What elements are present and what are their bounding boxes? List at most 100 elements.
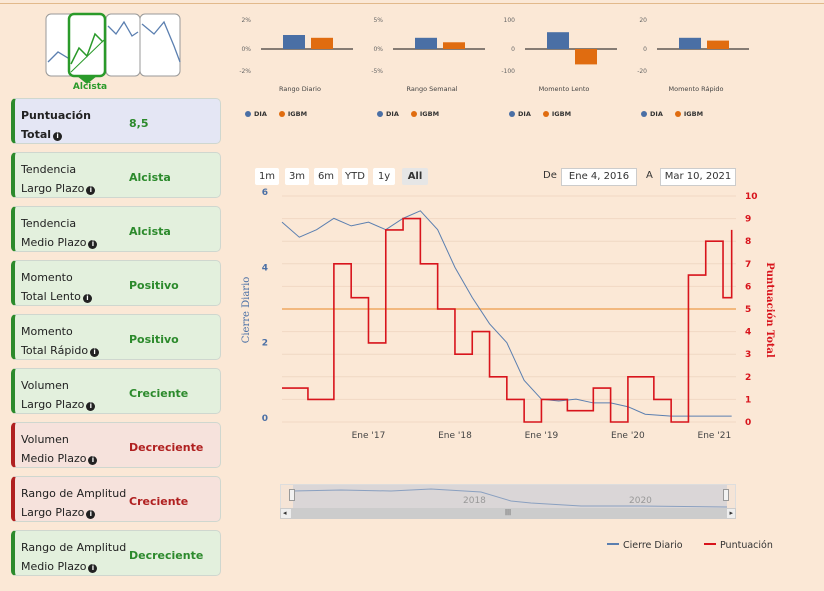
info-icon[interactable]: i xyxy=(86,186,96,195)
range-button[interactable]: 6m xyxy=(314,168,338,185)
mini-bar-igbm[interactable] xyxy=(575,49,597,65)
indicator-card[interactable]: Rango de Amplitud Largo Plazo i Creciente xyxy=(11,476,221,522)
y-right-tick: 4 xyxy=(745,328,751,338)
y-right-tick: 2 xyxy=(745,373,751,383)
info-icon[interactable]: i xyxy=(88,456,98,465)
legend-dot-dia xyxy=(641,111,647,117)
legend-dia[interactable]: DIA xyxy=(650,110,663,118)
range-button[interactable]: 1y xyxy=(373,168,395,185)
card-value: Creciente xyxy=(129,387,189,400)
legend-dot-igbm xyxy=(410,111,417,117)
mini-bar-igbm[interactable] xyxy=(443,42,465,49)
mini-legend[interactable]: DIA IGBM xyxy=(377,110,439,118)
card-label: Rango de Amplitud Medio Plazo i xyxy=(21,538,126,576)
card-label-line1: Tendencia xyxy=(21,163,77,176)
card-label-line1: Tendencia xyxy=(21,217,77,230)
navigator-handle-left[interactable] xyxy=(289,489,295,501)
card-label-line1: Rango de Amplitud xyxy=(21,487,127,500)
mini-tick: 0 xyxy=(643,46,647,53)
legend-dot-dia xyxy=(377,111,383,117)
y-left-tick: 0 xyxy=(262,414,268,424)
series-puntuacion[interactable] xyxy=(282,217,733,423)
card-label-line1: Puntuación xyxy=(21,109,91,122)
mini-bar-igbm[interactable] xyxy=(311,37,333,49)
card-value: Alcista xyxy=(129,225,171,238)
navigator-scrollbar[interactable]: ◂ ▸ ||| xyxy=(280,508,736,519)
legend-igbm[interactable]: IGBM xyxy=(683,110,704,118)
indicator-card[interactable]: Tendencia Medio Plazo i Alcista xyxy=(11,206,221,252)
card-label-line1: Volumen xyxy=(21,379,69,392)
mini-tick: 20 xyxy=(639,17,647,24)
legend-dot-igbm xyxy=(542,111,549,117)
mini-tick: 0% xyxy=(241,46,251,53)
mini-chart: 20 0 -20 Momento Rápido DIA IGBM xyxy=(631,14,751,124)
date-to-input[interactable]: Mar 10, 2021 xyxy=(660,168,736,186)
legend-dot-igbm xyxy=(278,111,285,117)
y-right-tick: 5 xyxy=(745,305,751,315)
legend-puntuacion[interactable]: Puntuación xyxy=(704,540,773,551)
legend-dia[interactable]: DIA xyxy=(386,110,399,118)
scrollbar-thumb[interactable] xyxy=(291,509,727,518)
mini-bars xyxy=(393,37,485,50)
indicator-card[interactable]: Tendencia Largo Plazo i Alcista xyxy=(11,152,221,198)
legend-dia[interactable]: DIA xyxy=(518,110,531,118)
range-button[interactable]: 3m xyxy=(285,168,309,185)
mini-bar-dia[interactable] xyxy=(679,37,701,49)
indicator-card[interactable]: Momento Total Lento i Positivo xyxy=(11,260,221,306)
info-icon[interactable]: i xyxy=(86,402,96,411)
mini-xlabel: Rango Diario xyxy=(279,85,321,93)
navigator-handle-right[interactable] xyxy=(723,489,729,501)
y-right-tick: 1 xyxy=(745,395,751,405)
y-left-tick: 2 xyxy=(262,339,268,349)
legend-igbm[interactable]: IGBM xyxy=(419,110,440,118)
card-label-line2: Medio Plazo xyxy=(21,560,87,573)
card-value: Creciente xyxy=(129,495,189,508)
date-from-label: De xyxy=(543,170,557,181)
legend-igbm[interactable]: IGBM xyxy=(287,110,308,118)
top-divider xyxy=(0,3,824,4)
navigator-series xyxy=(292,488,728,508)
info-icon[interactable]: i xyxy=(53,132,63,141)
mini-tick: -100 xyxy=(501,68,515,75)
card-label: Tendencia Largo Plazo i xyxy=(21,160,96,198)
indicator-card[interactable]: Volumen Medio Plazo i Decreciente xyxy=(11,422,221,468)
navigator[interactable]: 2018 2020 xyxy=(280,484,736,510)
range-button[interactable]: All xyxy=(402,168,428,185)
legend-cierre[interactable]: Cierre Diario xyxy=(607,540,683,551)
range-button[interactable]: 1m xyxy=(255,168,279,185)
card-label-line1: Momento xyxy=(21,325,73,338)
mini-legend[interactable]: DIA IGBM xyxy=(245,110,307,118)
x-tick: Ene '21 xyxy=(698,431,732,441)
card-value: Positivo xyxy=(129,333,179,346)
y-right-tick: 9 xyxy=(745,215,751,225)
indicator-card[interactable]: Momento Total Rápido i Positivo xyxy=(11,314,221,360)
y-left-tick: 6 xyxy=(262,188,268,198)
range-button[interactable]: YTD xyxy=(342,168,368,185)
mini-legend[interactable]: DIA IGBM xyxy=(641,110,703,118)
mini-bars xyxy=(525,32,617,65)
mini-bar-dia[interactable] xyxy=(547,32,569,49)
navigator-selection[interactable] xyxy=(293,485,727,509)
trend-label: Alcista xyxy=(72,82,108,92)
indicator-card[interactable]: Puntuación Total i 8,5 xyxy=(11,98,221,144)
date-from-input[interactable]: Ene 4, 2016 xyxy=(561,168,637,186)
navigator-label-2020: 2020 xyxy=(629,496,652,506)
indicator-card[interactable]: Rango de Amplitud Medio Plazo i Decreciente xyxy=(11,530,221,576)
info-icon[interactable]: i xyxy=(88,240,98,249)
mini-bar-dia[interactable] xyxy=(415,37,437,49)
mini-bar-dia[interactable] xyxy=(283,35,305,49)
indicator-card[interactable]: Volumen Largo Plazo i Creciente xyxy=(11,368,221,414)
scroll-left-icon[interactable]: ◂ xyxy=(283,509,287,517)
info-icon[interactable]: i xyxy=(88,564,98,573)
info-icon[interactable]: i xyxy=(82,294,92,303)
mini-legend[interactable]: DIA IGBM xyxy=(509,110,571,118)
info-icon[interactable]: i xyxy=(86,510,96,519)
scroll-right-icon[interactable]: ▸ xyxy=(729,509,733,517)
info-icon[interactable]: i xyxy=(90,348,100,357)
legend-igbm[interactable]: IGBM xyxy=(551,110,572,118)
mini-tick: -20 xyxy=(637,68,647,75)
card-label-line2: Largo Plazo xyxy=(21,182,85,195)
mini-bar-igbm[interactable] xyxy=(707,40,729,49)
legend-dia[interactable]: DIA xyxy=(254,110,267,118)
